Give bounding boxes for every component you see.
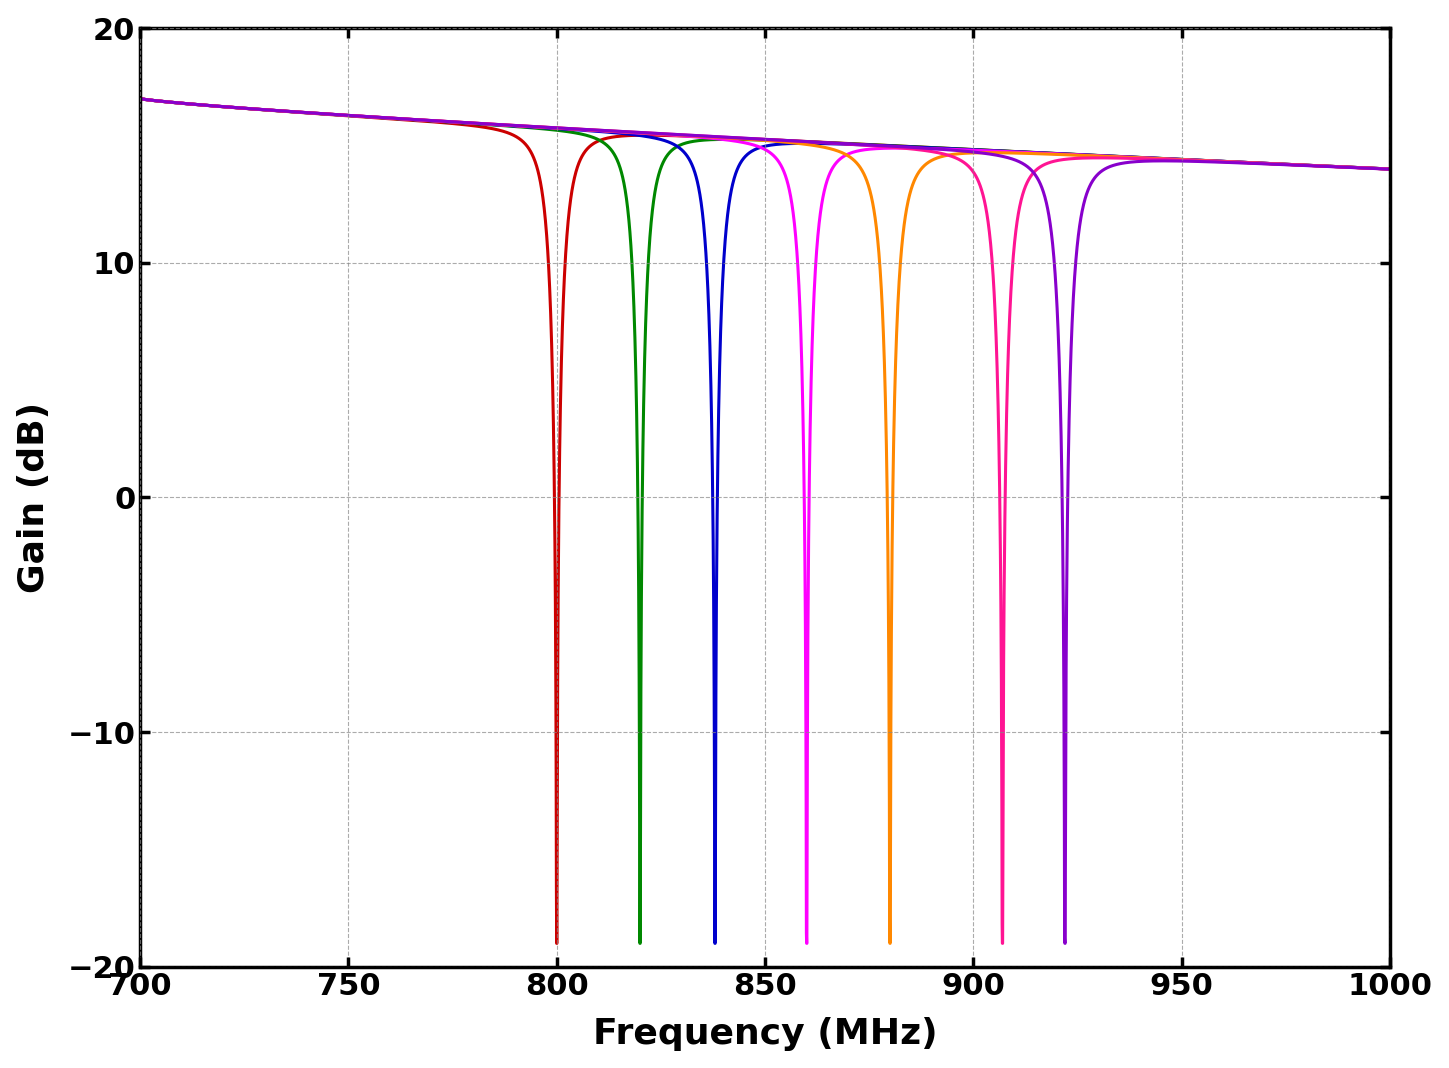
X-axis label: Frequency (MHz): Frequency (MHz) <box>593 1018 938 1051</box>
Y-axis label: Gain (dB): Gain (dB) <box>17 402 51 593</box>
